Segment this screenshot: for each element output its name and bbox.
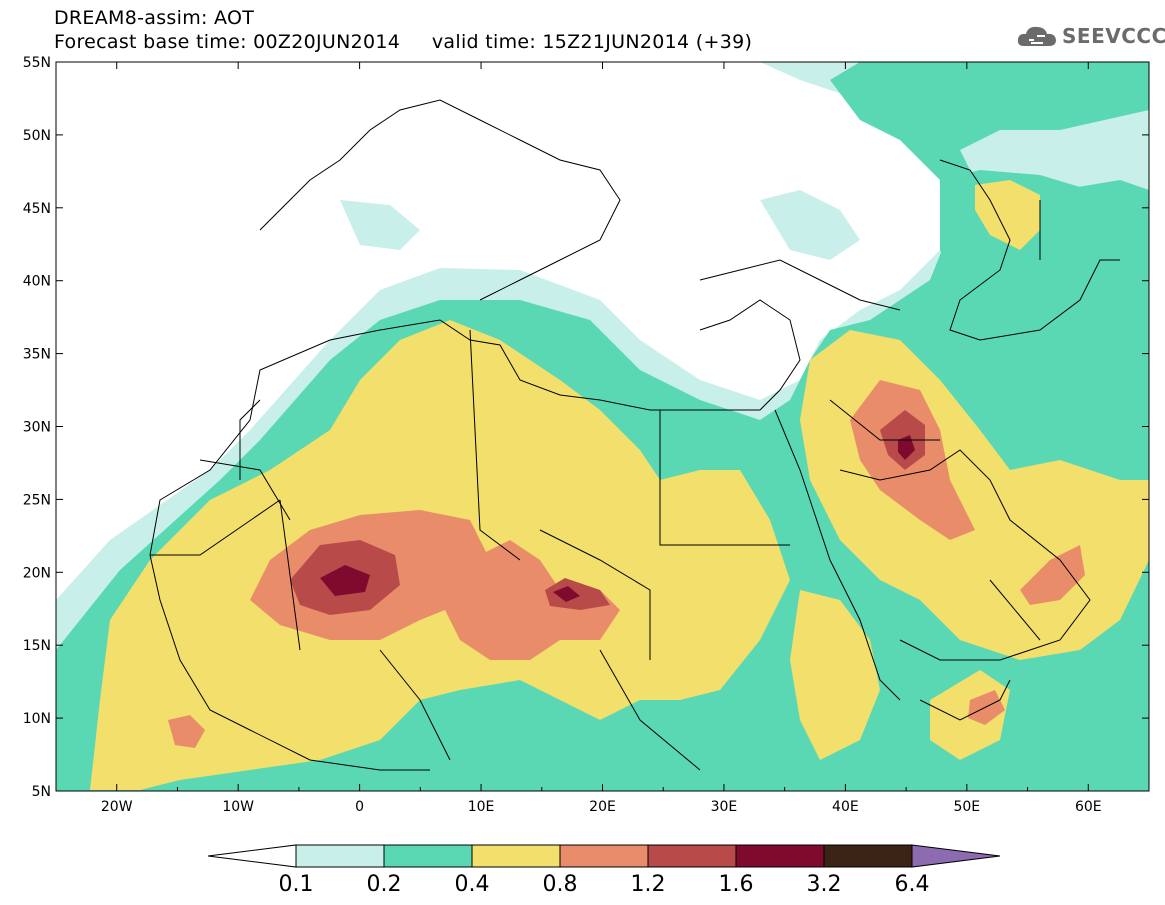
colorbar-cell: [383, 844, 473, 868]
time-line: Forecast base time: 00Z20JUN2014 valid t…: [54, 30, 752, 54]
colorbar-cell: [735, 844, 825, 868]
lon-label: 40E: [832, 799, 859, 815]
lat-label: 45N: [23, 201, 51, 217]
cloud-icon: [1017, 26, 1056, 46]
colorbar-label: 0.2: [367, 872, 402, 897]
lat-label: 50N: [23, 128, 51, 144]
colorbar-label: 3.2: [807, 872, 842, 897]
lon-axis: 20W 10W 0 10E 20E 30E 40E 50E 60E: [55, 62, 1150, 815]
lat-label: 5N: [32, 784, 51, 800]
lon-label: 20E: [589, 799, 616, 815]
lat-label: 25N: [23, 492, 51, 508]
lon-label: 10E: [468, 799, 495, 815]
colorbar-label: 0.8: [543, 872, 578, 897]
colorbar-cell: [295, 844, 385, 868]
colorbar: 0.1 0.2 0.4 0.8 1.2 1.6 3.2 6.4: [207, 844, 1001, 897]
colorbar-cell: [559, 844, 649, 868]
aot-region-extreme-central: [553, 586, 580, 602]
lat-label: 55N: [23, 55, 51, 71]
seevccc-logo: SEEVCCC: [1016, 22, 1165, 50]
colorbar-label: 1.6: [719, 872, 754, 897]
lat-label: 40N: [23, 274, 51, 290]
lon-label: 10W: [222, 799, 254, 815]
aot-region-high-central: [440, 540, 620, 660]
aot-region-moderate-caspian: [975, 180, 1040, 250]
logo-text: SEEVCCC: [1062, 24, 1165, 48]
lat-label: 15N: [23, 638, 51, 654]
colorbar-label: 0.1: [279, 872, 314, 897]
lat-label: 20N: [23, 565, 51, 581]
valid-time: valid time: 15Z21JUN2014 (+39): [431, 31, 753, 53]
colorbar-arrow-high: [911, 844, 1001, 868]
colorbar-label: 6.4: [895, 872, 930, 897]
aot-region-lowest-balkan: [760, 190, 860, 260]
lon-label: 60E: [1075, 799, 1102, 815]
aot-region-high-westafrica: [168, 715, 205, 748]
colorbar-arrow-low: [207, 844, 297, 868]
aot-region-extreme-west: [320, 565, 370, 596]
map-title: DREAM8-assim: AOT: [54, 7, 255, 29]
aot-region-high-somalia: [968, 690, 1005, 725]
aot-region-lowest-euro: [340, 200, 420, 250]
lon-label: 20W: [101, 799, 133, 815]
lon-label: 0: [355, 799, 364, 815]
lat-label: 30N: [23, 420, 51, 436]
lat-label: 10N: [23, 711, 51, 727]
aot-region-moderate-east-africa: [790, 590, 880, 760]
forecast-base-time: Forecast base time: 00Z20JUN2014: [54, 31, 401, 53]
colorbar-label: 0.4: [455, 872, 490, 897]
aot-region-extreme-iraq: [898, 435, 915, 460]
coastlines: [149, 99, 1120, 771]
colorbar-label: 1.2: [631, 872, 666, 897]
colorbar-cell: [823, 844, 913, 868]
colorbar-cell: [647, 844, 737, 868]
aot-region-high-oman: [1020, 545, 1085, 605]
lon-label: 50E: [953, 799, 980, 815]
aot-field: [56, 62, 1149, 791]
map-title-block: DREAM8-assim: AOT Forecast base time: 00…: [54, 6, 752, 54]
lon-label: 30E: [711, 799, 738, 815]
lat-label: 35N: [23, 347, 51, 363]
colorbar-cell: [471, 844, 561, 868]
lat-axis: 55N 50N 45N 40N 35N 30N 25N 20N 15N 10N 5N: [23, 55, 1149, 800]
